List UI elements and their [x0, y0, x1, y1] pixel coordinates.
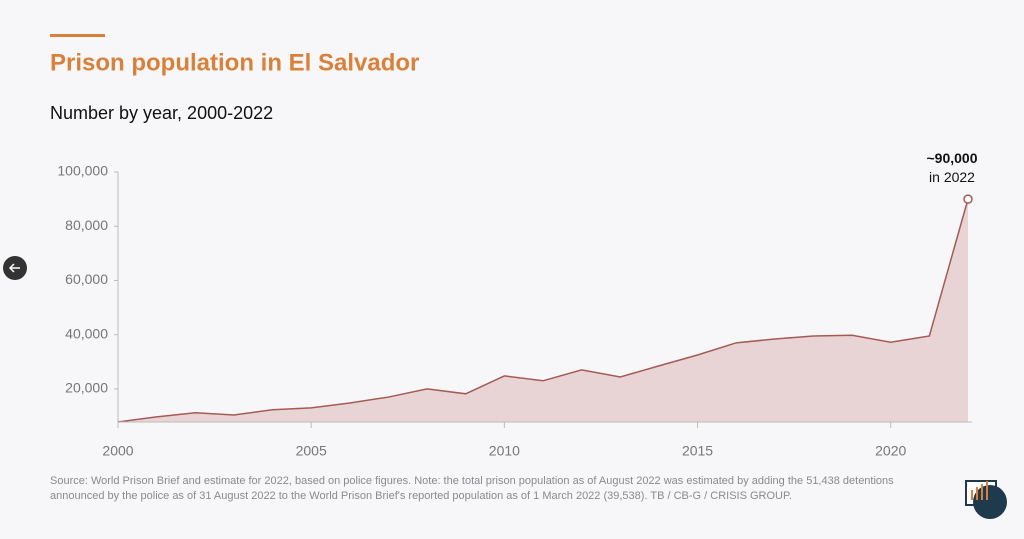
y-tick-label: 80,000 — [65, 217, 108, 233]
annotation-text: in 2022 — [929, 169, 975, 185]
back-arrow — [8, 263, 20, 273]
title-rule — [50, 34, 105, 37]
annotation-value: ~90,000 — [927, 150, 978, 166]
x-tick-label: 2000 — [102, 443, 133, 459]
x-tick-label: 2005 — [296, 443, 327, 459]
y-tick-label: 40,000 — [65, 325, 108, 341]
y-tick-label: 60,000 — [65, 271, 108, 287]
x-tick-label: 2015 — [682, 443, 713, 459]
y-tick-label: 100,000 — [57, 163, 108, 179]
chart-title: Prison population in El Salvador — [50, 49, 419, 76]
source-note: Source: World Prison Brief and estimate … — [50, 475, 894, 502]
line — [117, 198, 969, 423]
y-tick-label: 20,000 — [65, 380, 108, 396]
x-tick-label: 2010 — [489, 443, 520, 459]
logo-bars — [971, 481, 988, 500]
logo-circle — [973, 485, 1007, 519]
x-tick-label: 2020 — [875, 443, 906, 459]
end-marker — [963, 194, 973, 204]
area — [118, 199, 968, 422]
chart-subtitle: Number by year, 2000-2022 — [50, 103, 273, 123]
